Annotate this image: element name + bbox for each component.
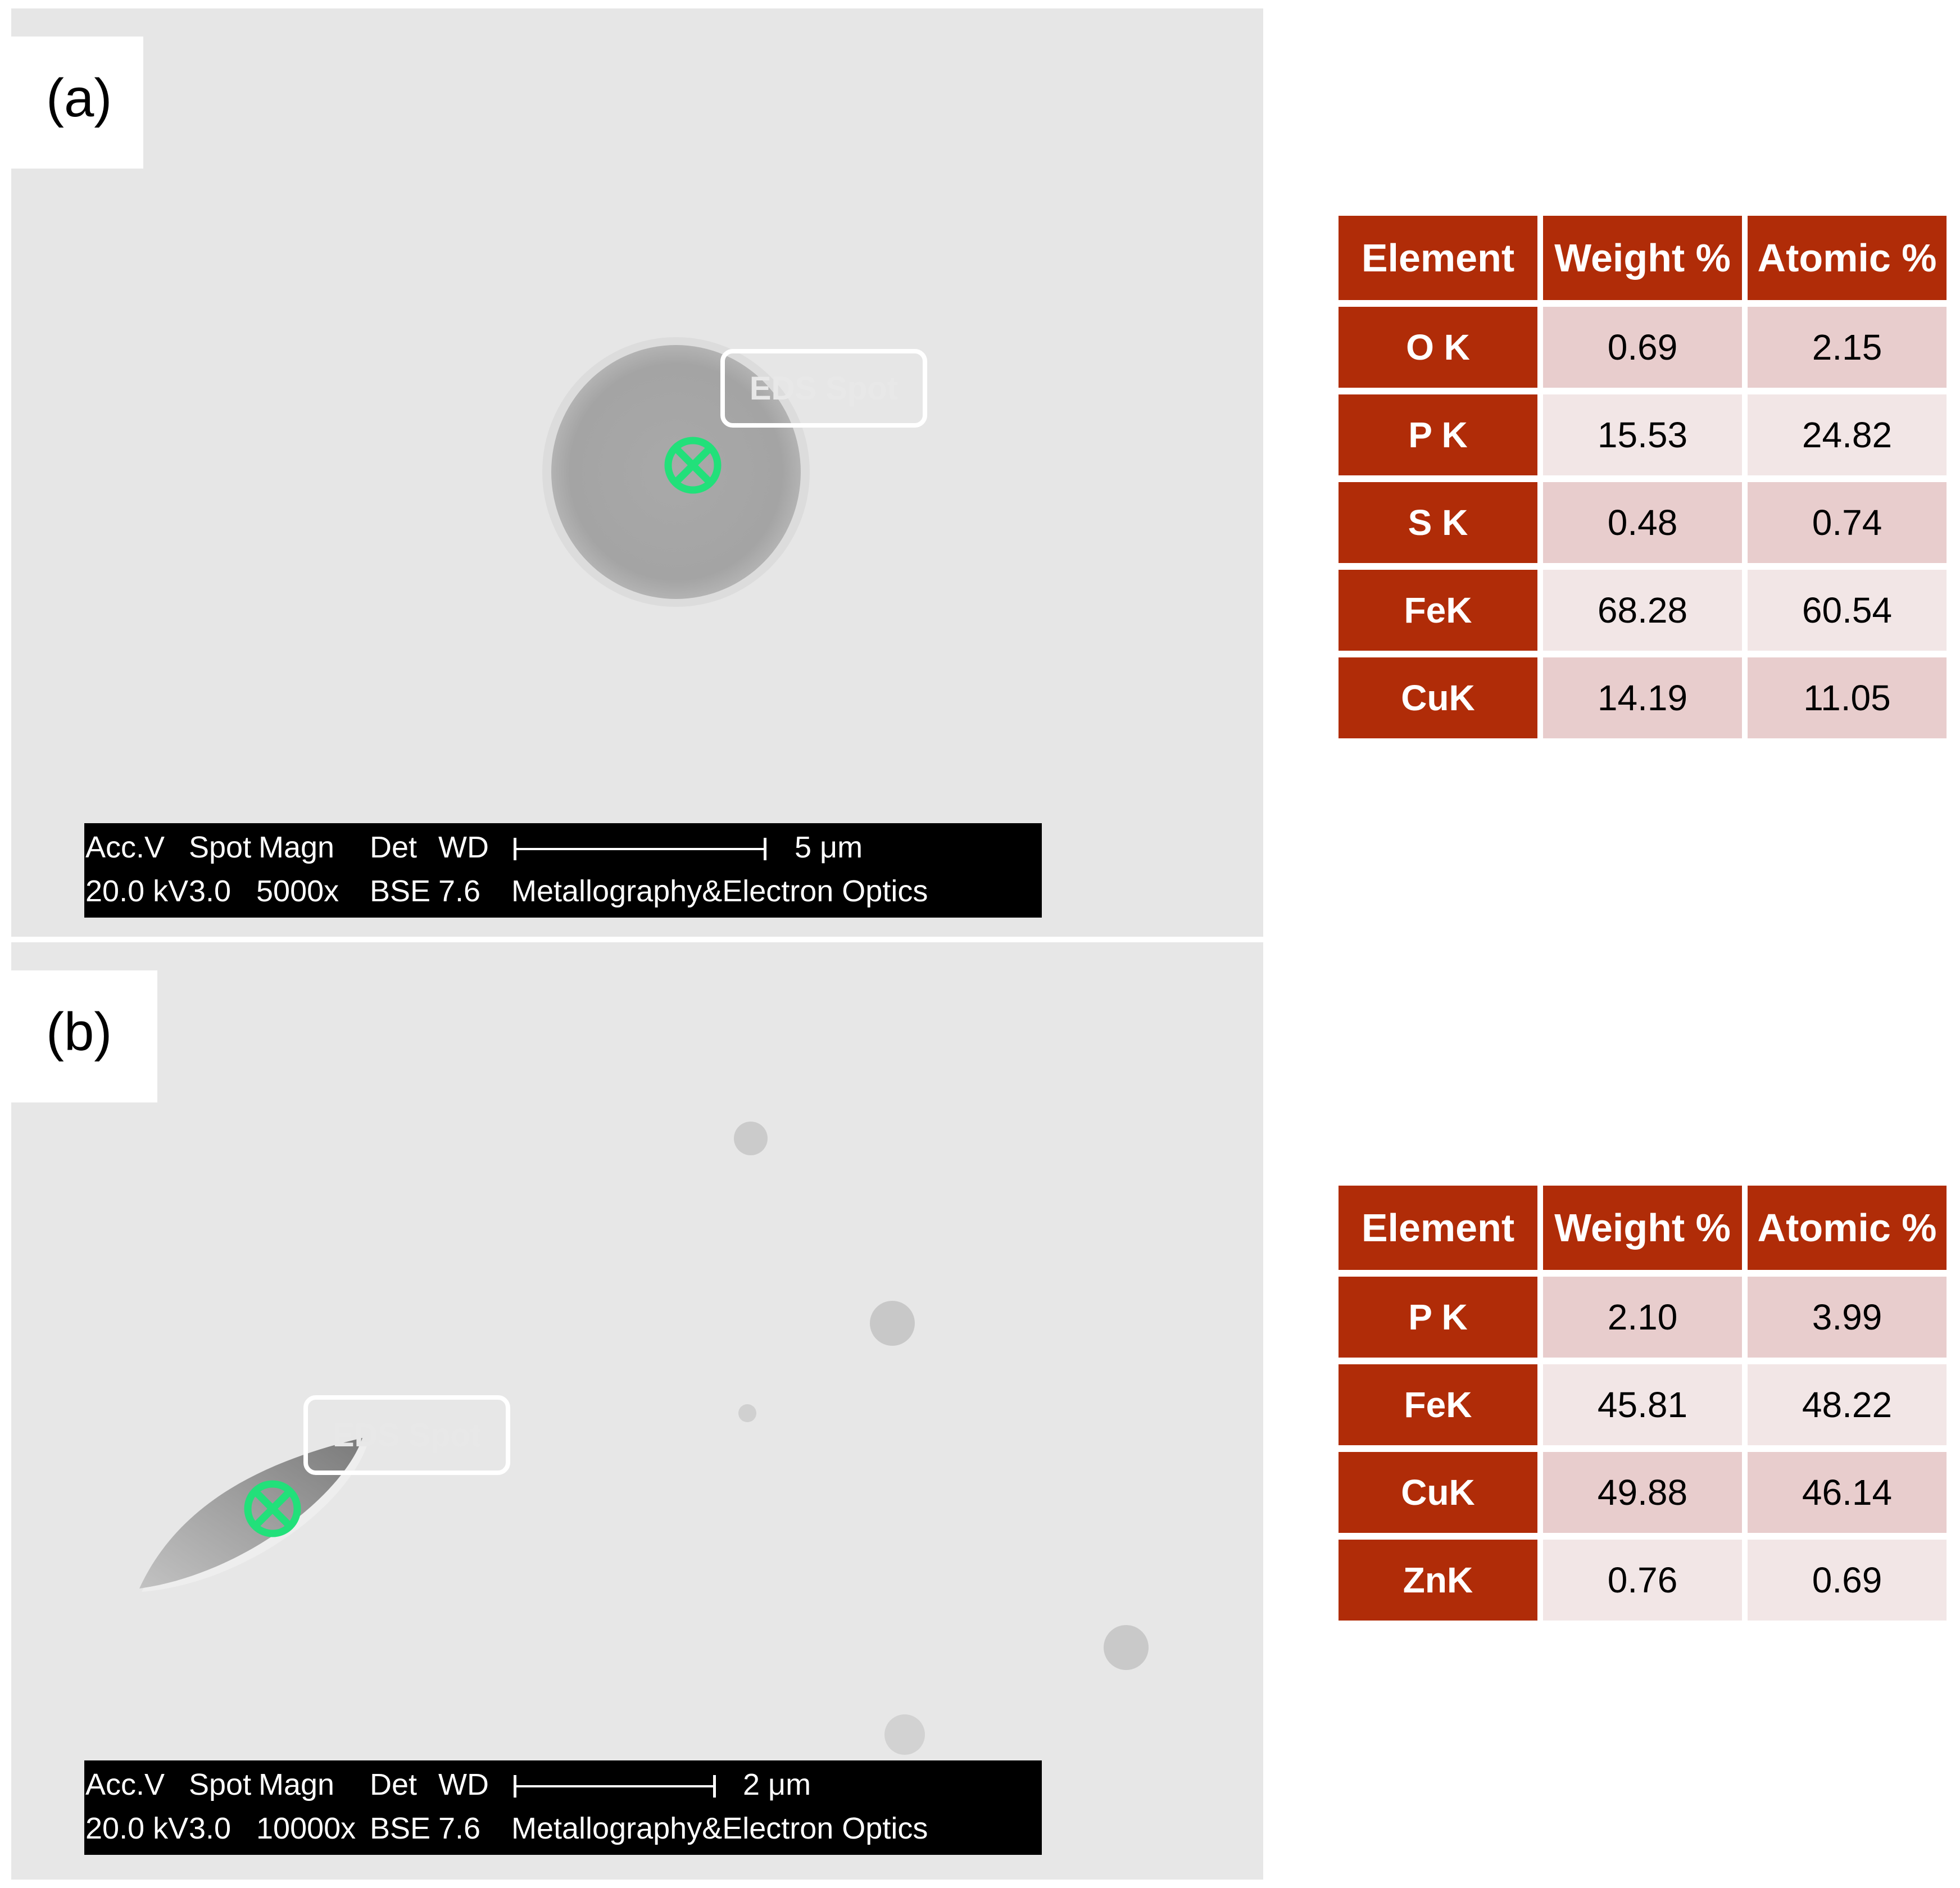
atomic-cell: 48.22 (1748, 1364, 1947, 1445)
databar-wd-value: 7.6 (438, 874, 481, 908)
particle-1 (734, 1122, 768, 1155)
particle-2 (870, 1301, 915, 1346)
databar-wd-value: 7.6 (438, 1812, 481, 1845)
table-header-row: Element Weight % Atomic % (1339, 216, 1947, 300)
atomic-cell: 2.15 (1748, 307, 1947, 388)
databar-scale-value: 2 μm (743, 1768, 811, 1801)
particle-5 (884, 1714, 925, 1755)
atomic-cell: 3.99 (1748, 1277, 1947, 1358)
element-cell: FeK (1339, 570, 1537, 651)
table-header-row: Element Weight % Atomic % (1339, 1186, 1947, 1270)
element-cell: CuK (1339, 657, 1537, 738)
eds-table-b: Element Weight % Atomic % P K 2.10 3.99 … (1333, 1179, 1952, 1627)
table-row: CuK 49.88 46.14 (1339, 1452, 1947, 1533)
sem-micrograph-b (11, 942, 1263, 1880)
databar-spot-label: Spot (189, 1768, 252, 1801)
databar-accv-label: Acc.V (85, 830, 165, 864)
element-cell: FeK (1339, 1364, 1537, 1445)
databar-lab-name: Metallography&Electron Optics (511, 874, 928, 908)
databar-scale-value: 5 μm (795, 830, 863, 864)
element-cell: P K (1339, 1277, 1537, 1358)
databar-det-value: BSE (370, 1812, 431, 1845)
weight-cell: 68.28 (1543, 570, 1742, 651)
databar-magn-value: 10000x (256, 1812, 356, 1845)
weight-cell: 0.76 (1543, 1540, 1742, 1621)
databar-det-label: Det (370, 830, 418, 864)
scale-bar-b (514, 1775, 716, 1798)
panel-label-box-a: (a) (11, 37, 143, 169)
sem-image-a: (a) EDS Spot Acc.V Spot Magn Det WD 5 μm… (11, 8, 1263, 937)
table-row: ZnK 0.76 0.69 (1339, 1540, 1947, 1621)
inclusion-a (551, 345, 801, 599)
databar-magn-value: 5000x (256, 874, 339, 908)
table-row: O K 0.69 2.15 (1339, 307, 1947, 388)
weight-cell: 49.88 (1543, 1452, 1742, 1533)
table-row: S K 0.48 0.74 (1339, 482, 1947, 563)
table-row: P K 2.10 3.99 (1339, 1277, 1947, 1358)
databar-spot-value: 3.0 (189, 1812, 232, 1845)
header-atomic: Atomic % (1748, 1186, 1947, 1270)
databar-magn-label: Magn (258, 830, 335, 864)
element-cell: O K (1339, 307, 1537, 388)
header-atomic: Atomic % (1748, 216, 1947, 300)
header-element: Element (1339, 216, 1537, 300)
element-cell: P K (1339, 394, 1537, 475)
databar-accv-value: 20.0 kV (85, 874, 189, 908)
header-element: Element (1339, 1186, 1537, 1270)
databar-det-label: Det (370, 1768, 418, 1801)
header-weight: Weight % (1543, 1186, 1742, 1270)
panel-label-a: (a) (46, 68, 112, 128)
atomic-cell: 0.74 (1748, 482, 1947, 563)
databar-lab-name: Metallography&Electron Optics (511, 1812, 928, 1845)
eds-spot-callout-a: EDS Spot (720, 349, 927, 428)
table-row: CuK 14.19 11.05 (1339, 657, 1947, 738)
weight-cell: 15.53 (1543, 394, 1742, 475)
table-row: P K 15.53 24.82 (1339, 394, 1947, 475)
databar-magn-label: Magn (258, 1768, 335, 1801)
panel-label-box-b: (b) (11, 970, 157, 1102)
atomic-cell: 11.05 (1748, 657, 1947, 738)
header-weight: Weight % (1543, 216, 1742, 300)
particle-3 (738, 1404, 756, 1422)
sem-databar-a: Acc.V Spot Magn Det WD 5 μm 20.0 kV 3.0 … (84, 823, 1042, 918)
table-row: FeK 68.28 60.54 (1339, 570, 1947, 651)
particle-4 (1104, 1625, 1149, 1670)
panel-label-b: (b) (46, 1002, 112, 1062)
databar-spot-value: 3.0 (189, 874, 232, 908)
databar-det-value: BSE (370, 874, 431, 908)
weight-cell: 2.10 (1543, 1277, 1742, 1358)
eds-table-a: Element Weight % Atomic % O K 0.69 2.15 … (1333, 209, 1952, 745)
weight-cell: 14.19 (1543, 657, 1742, 738)
databar-wd-label: WD (438, 830, 489, 864)
weight-cell: 0.48 (1543, 482, 1742, 563)
databar-spot-label: Spot (189, 830, 252, 864)
element-cell: CuK (1339, 1452, 1537, 1533)
weight-cell: 45.81 (1543, 1364, 1742, 1445)
eds-spot-marker-icon (664, 437, 722, 494)
element-cell: ZnK (1339, 1540, 1537, 1621)
eds-spot-label-a: EDS Spot (749, 370, 899, 407)
sem-micrograph-a (11, 8, 1263, 937)
sem-databar-b: Acc.V Spot Magn Det WD 2 μm 20.0 kV 3.0 … (84, 1760, 1042, 1855)
scale-bar-a (514, 838, 766, 860)
databar-accv-label: Acc.V (85, 1768, 165, 1801)
atomic-cell: 60.54 (1748, 570, 1947, 651)
databar-wd-label: WD (438, 1768, 489, 1801)
element-cell: S K (1339, 482, 1537, 563)
eds-spot-callout-b: EDS Spot (303, 1395, 510, 1475)
databar-accv-value: 20.0 kV (85, 1812, 189, 1845)
eds-spot-label-b: EDS Spot (332, 1417, 482, 1454)
weight-cell: 0.69 (1543, 307, 1742, 388)
table-row: FeK 45.81 48.22 (1339, 1364, 1947, 1445)
eds-spot-marker-icon (244, 1480, 301, 1537)
atomic-cell: 0.69 (1748, 1540, 1947, 1621)
sem-image-b: (b) EDS Spot Acc.V Spot Magn Det WD 2 μm… (11, 942, 1263, 1880)
atomic-cell: 46.14 (1748, 1452, 1947, 1533)
atomic-cell: 24.82 (1748, 394, 1947, 475)
